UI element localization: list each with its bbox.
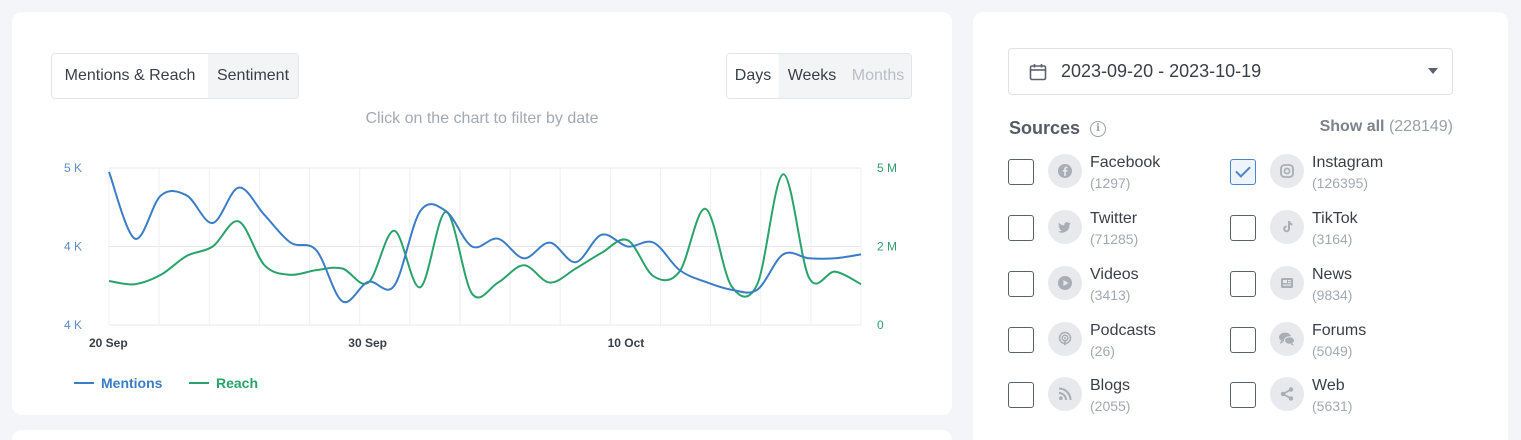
source-checkbox-tiktok[interactable] [1230,215,1256,241]
series-line-mentions[interactable] [108,171,862,304]
legend-mentions[interactable]: Mentions [74,375,162,391]
source-item-twitter: Twitter (71285) [1008,210,1228,256]
period-weeks-button[interactable]: Weeks [779,54,845,98]
tab-sentiment[interactable]: Sentiment [208,54,298,98]
play-icon [1048,266,1082,300]
legend-reach[interactable]: Reach [189,375,258,391]
source-item-blogs: Blogs (2055) [1008,377,1228,423]
source-count: (126395) [1312,175,1369,191]
source-checkbox-web[interactable] [1230,382,1256,408]
x-tick: 10 Oct [608,336,645,350]
source-name: Podcasts [1090,322,1156,339]
show-all-count: (228149) [1388,118,1453,135]
source-name: Instagram [1312,154,1384,171]
period-months-button: Months [845,54,911,98]
source-name: TikTok [1312,210,1358,227]
info-icon[interactable]: i [1090,120,1107,137]
y-left-tick: 5 K [64,161,82,175]
x-tick: 30 Sep [348,336,387,350]
legend-mentions-label: Mentions [101,375,163,391]
podcast-icon [1048,322,1082,356]
twitter-icon [1048,210,1082,244]
source-count: (9834) [1312,287,1353,303]
source-name: Web [1312,377,1345,394]
source-count: (1297) [1090,175,1131,191]
sources-heading: Sources i [1009,118,1107,139]
source-name: Blogs [1090,377,1131,394]
chevron-down-icon [1428,68,1438,74]
tiktok-icon [1270,210,1304,244]
y-left-tick: 4 K [64,318,82,332]
mentions-chart-card: Mentions & Reach Sentiment Days Weeks Mo… [12,12,952,415]
source-item-web: Web (5631) [1230,377,1450,423]
source-name: Forums [1312,322,1367,339]
show-all-label: Show all [1319,118,1385,135]
source-count: (5049) [1312,343,1353,359]
source-item-facebook: Facebook (1297) [1008,154,1228,200]
chat-bubbles-icon [1270,322,1304,356]
y-right-tick: 2 M [877,240,897,254]
source-item-instagram: Instagram (126395) [1230,154,1450,200]
source-checkbox-blogs[interactable] [1008,382,1034,408]
source-name: Twitter [1090,210,1138,227]
rss-icon [1048,377,1082,411]
source-name: Videos [1090,266,1139,283]
x-tick: 20 Sep [89,336,128,350]
calendar-icon [1029,63,1047,80]
newspaper-icon [1270,266,1304,300]
source-count: (5631) [1312,398,1353,414]
source-item-tiktok: TikTok (3164) [1230,210,1450,256]
source-checkbox-podcasts[interactable] [1008,327,1034,353]
y-left-tick: 4 K [64,240,82,254]
next-card [12,430,952,440]
source-checkbox-forums[interactable] [1230,327,1256,353]
series-line-reach[interactable] [108,173,862,299]
date-range-picker[interactable]: 2023-09-20 - 2023-10-19 [1008,48,1453,95]
share-icon [1270,377,1304,411]
date-range-value: 2023-09-20 - 2023-10-19 [1061,61,1262,81]
show-all-link[interactable]: Show all (228149) [1320,118,1453,136]
source-name: Facebook [1090,154,1161,171]
source-checkbox-videos[interactable] [1008,271,1034,297]
source-item-news: News (9834) [1230,266,1450,312]
source-checkbox-twitter[interactable] [1008,215,1034,241]
source-count: (3413) [1090,287,1131,303]
source-count: (3164) [1312,231,1353,247]
period-toggle: Days Weeks Months [726,53,912,99]
source-name: News [1312,266,1353,283]
legend-reach-label: Reach [216,375,259,391]
source-item-podcasts: Podcasts (26) [1008,322,1228,368]
sources-card: 2023-09-20 - 2023-10-19 Sources i Show a… [973,12,1508,440]
tab-mentions-reach[interactable]: Mentions & Reach [52,54,208,98]
source-item-forums: Forums (5049) [1230,322,1450,368]
view-toggle: Mentions & Reach Sentiment [51,53,299,99]
source-count: (26) [1090,343,1115,359]
y-right-tick: 0 [877,318,884,332]
facebook-icon [1048,154,1082,188]
sources-title: Sources [1009,118,1081,138]
chart-hint: Click on the chart to filter by date [365,110,599,127]
legend-reach-swatch [189,382,209,384]
legend-mentions-swatch [74,382,94,384]
instagram-icon [1270,154,1304,188]
source-checkbox-news[interactable] [1230,271,1256,297]
source-checkbox-facebook[interactable] [1008,159,1034,185]
y-right-tick: 5 M [877,161,897,175]
source-item-videos: Videos (3413) [1008,266,1228,312]
source-checkbox-instagram[interactable] [1230,159,1256,185]
period-days-button[interactable]: Days [727,54,779,98]
source-count: (71285) [1090,231,1139,247]
source-count: (2055) [1090,398,1131,414]
line-chart[interactable]: 5 K 4 K 4 K 5 M 2 M 0 20 Sep 30 Sep 10 Oct [12,12,952,362]
